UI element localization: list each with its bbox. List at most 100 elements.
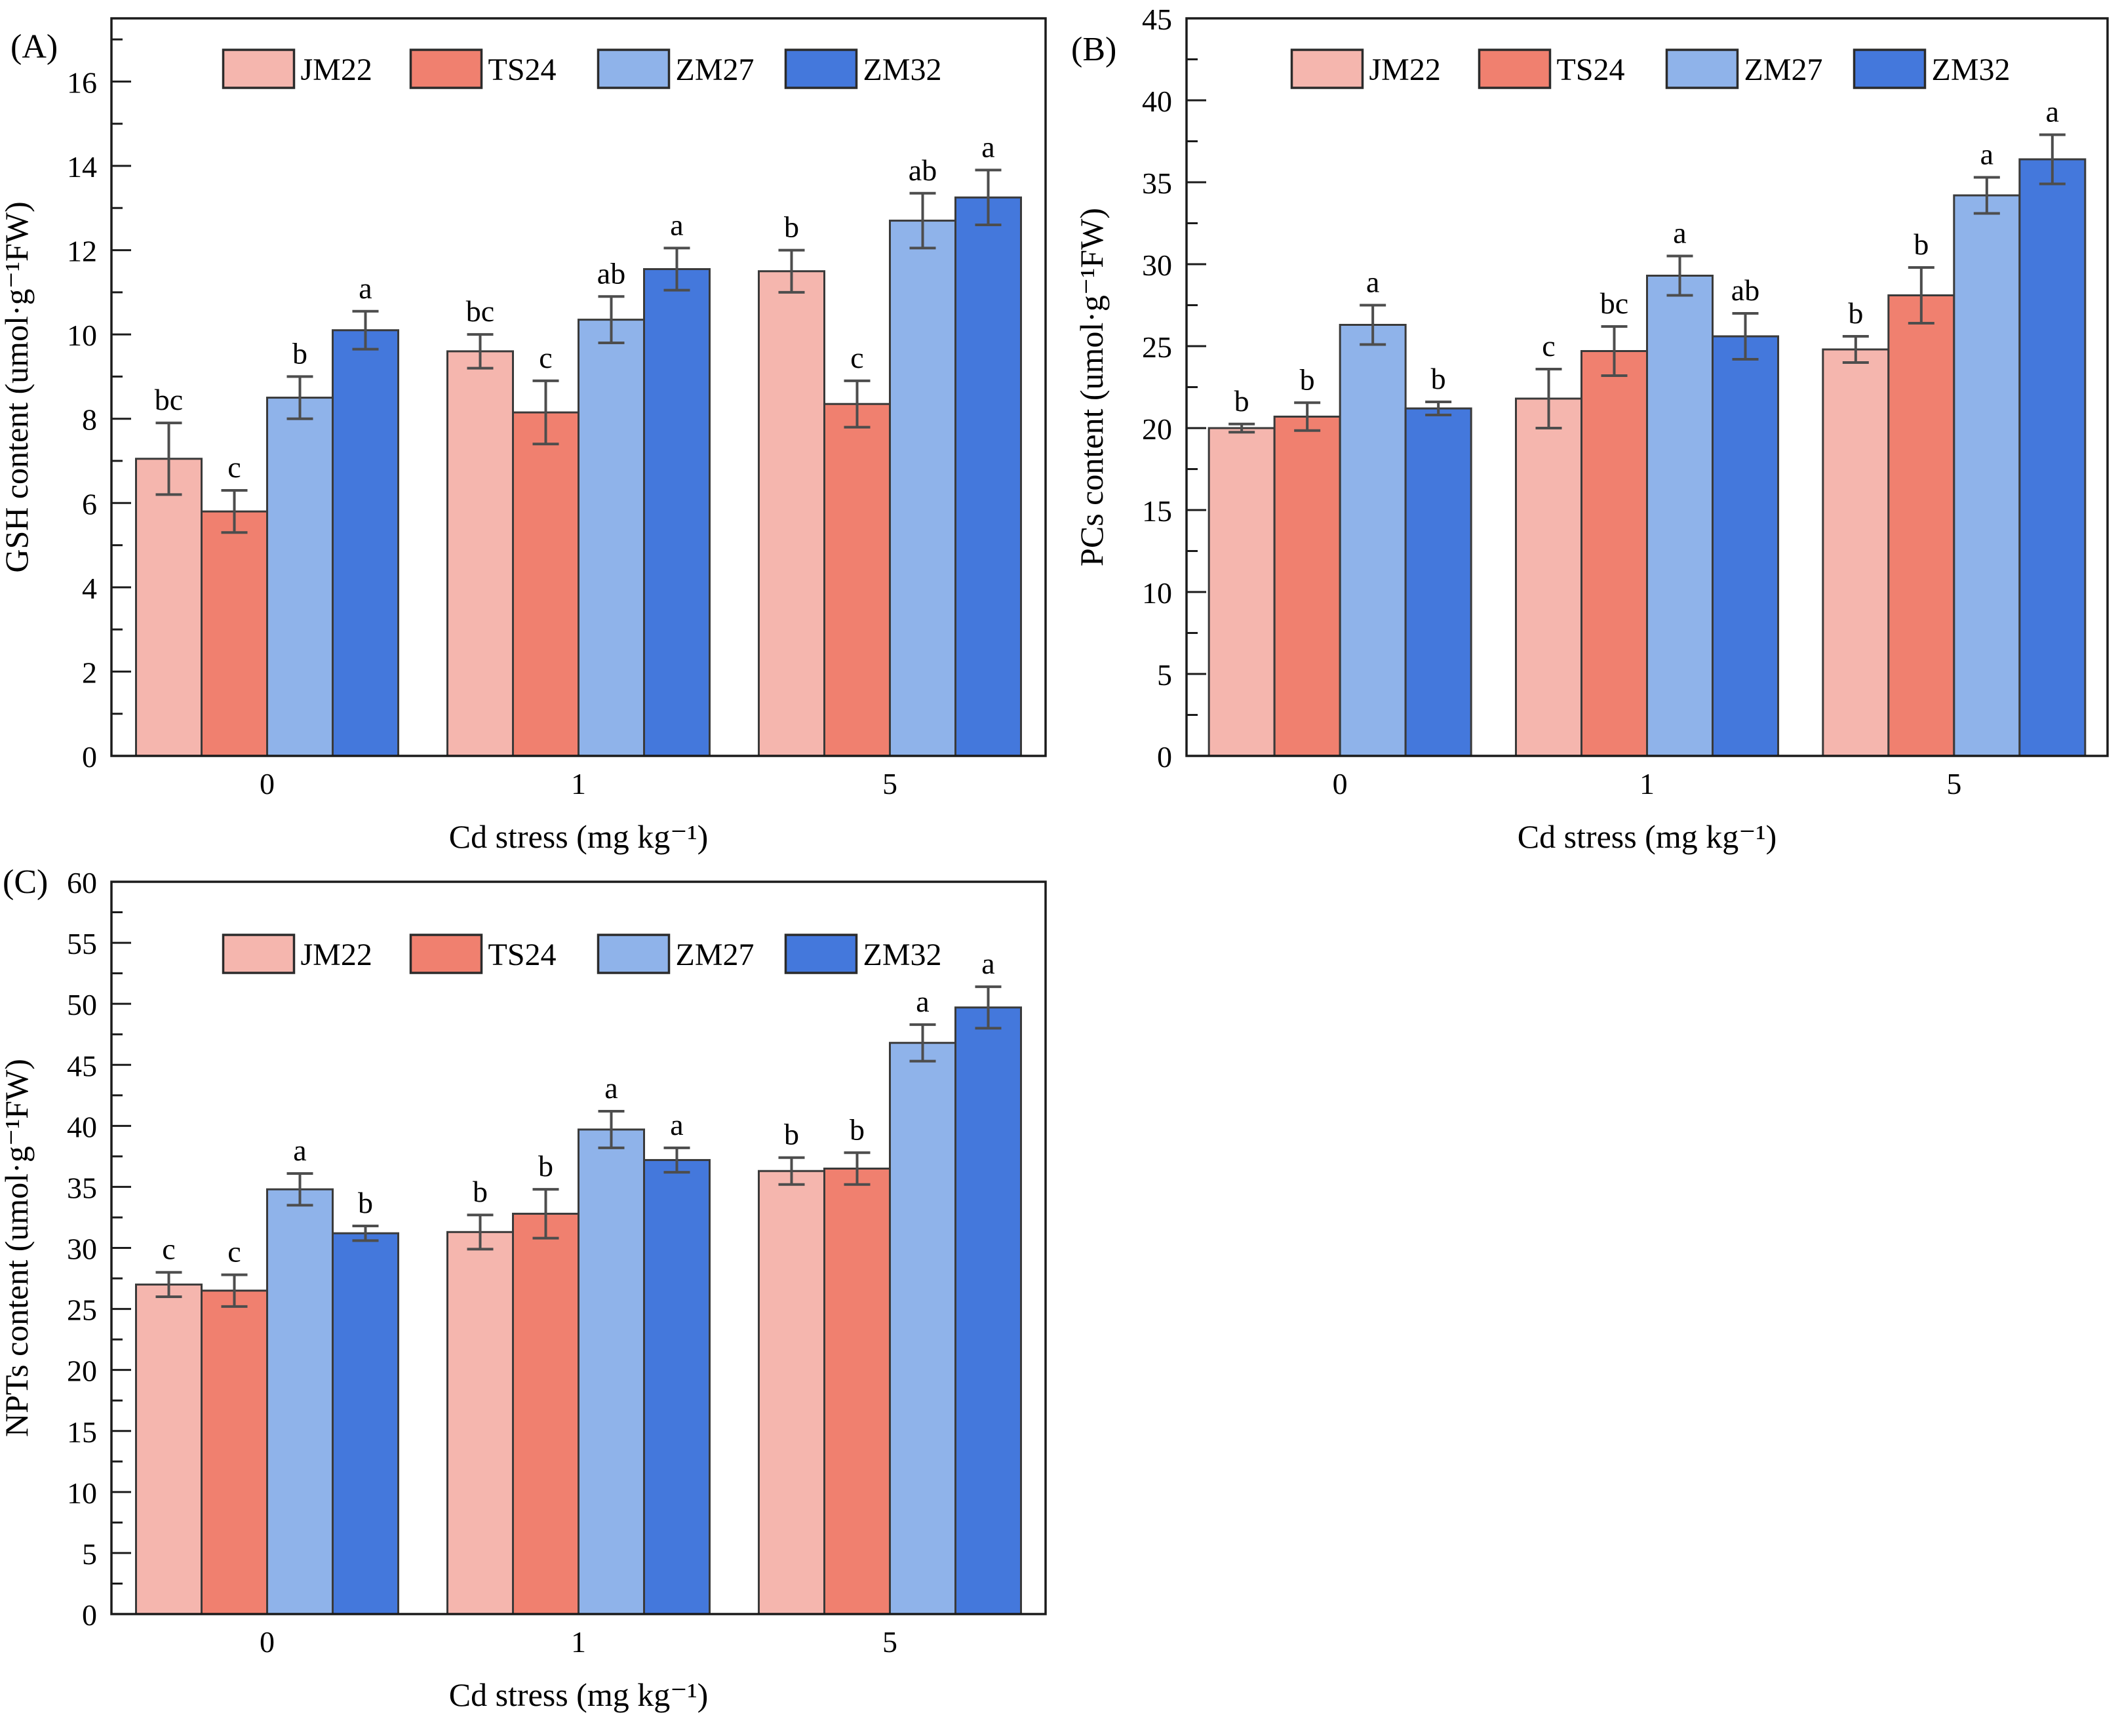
legend-item-JM22: JM22 — [222, 934, 372, 974]
error-bar — [532, 379, 559, 446]
y-tick-label: 8 — [82, 403, 97, 437]
plot-frame — [1185, 17, 2109, 757]
panel-label: (A) — [10, 28, 58, 66]
legend-label: JM22 — [301, 52, 372, 87]
y-tick-label: 10 — [1142, 576, 1172, 610]
bar-ZM32-0 — [1404, 407, 1472, 757]
bar-ZM32-1 — [643, 268, 711, 757]
sig-letter: a — [981, 947, 994, 980]
bar-TS24-5 — [823, 403, 891, 757]
y-tick-label: 55 — [67, 927, 97, 960]
sig-letter: b — [1300, 363, 1315, 396]
plot-frame — [110, 17, 1047, 757]
error-bar — [221, 489, 248, 534]
bar-ZM32-5 — [954, 1006, 1022, 1615]
y-tick-label: 45 — [67, 1049, 97, 1082]
sig-letter: b — [358, 1186, 373, 1219]
sig-letter: a — [1366, 266, 1379, 299]
legend-label: ZM32 — [863, 52, 942, 87]
legend-item-TS24: TS24 — [409, 934, 557, 974]
bar-TS24-0 — [201, 510, 268, 757]
legend-swatch-JM22 — [1290, 49, 1364, 89]
y-tick-label: 40 — [1142, 85, 1172, 118]
y-tick-label: 60 — [67, 866, 97, 899]
x-axis-title: Cd stress (mg kg⁻¹) — [449, 818, 709, 855]
bar-TS24-1 — [512, 411, 579, 757]
bar-ZM32-0 — [332, 1232, 399, 1615]
error-bar — [1842, 335, 1869, 364]
legend-item-TS24: TS24 — [409, 49, 557, 89]
legend-item-ZM27: ZM27 — [597, 49, 755, 89]
legend-label: ZM32 — [863, 937, 942, 972]
y-tick-label: 16 — [67, 66, 97, 99]
sig-letter: b — [538, 1149, 553, 1183]
legend-swatch-TS24 — [1478, 49, 1552, 89]
error-bar — [975, 985, 1002, 1030]
bar-ZM27-1 — [1646, 275, 1714, 757]
sig-letter: a — [1980, 138, 1993, 171]
bar-ZM32-5 — [954, 196, 1022, 757]
sig-letter: ab — [597, 256, 625, 290]
error-bar — [532, 1188, 559, 1240]
bar-JM22-1 — [446, 350, 514, 757]
legend-swatch-JM22 — [222, 49, 296, 89]
sig-letter: bc — [155, 383, 183, 416]
y-tick-label: 30 — [67, 1233, 97, 1266]
sig-letter: c — [227, 450, 241, 484]
error-bar — [352, 1224, 379, 1242]
sig-letter: b — [473, 1175, 488, 1208]
sig-letter: ab — [909, 153, 937, 187]
bar-ZM27-0 — [266, 397, 334, 757]
legend-swatch-ZM32 — [1853, 49, 1927, 89]
bar-JM22-0 — [135, 1283, 203, 1615]
legend-swatch-ZM32 — [784, 49, 858, 89]
legend-item-ZM27: ZM27 — [1665, 49, 1823, 89]
sig-letter: a — [604, 1071, 618, 1105]
bar-ZM27-0 — [266, 1188, 334, 1615]
x-axis-title: Cd stress (mg kg⁻¹) — [1518, 818, 1777, 855]
legend: JM22 TS24 ZM27 ZM32 — [222, 49, 942, 89]
bar-ZM27-5 — [889, 220, 956, 757]
y-axis-title: PCs content (umol·g⁻¹FW) — [1073, 208, 1110, 566]
bar-ZM27-0 — [1339, 324, 1407, 757]
y-tick-label: 2 — [82, 656, 97, 689]
sig-letter: c — [227, 1234, 241, 1268]
error-bar — [663, 247, 690, 292]
sig-letter: c — [1542, 329, 1555, 363]
x-axis-title: Cd stress (mg kg⁻¹) — [449, 1676, 709, 1713]
sig-letter: bc — [1600, 286, 1628, 320]
legend-label: TS24 — [488, 52, 557, 87]
bar-JM22-1 — [446, 1231, 514, 1615]
x-tick-label: 5 — [1946, 767, 1961, 800]
legend-swatch-JM22 — [222, 934, 296, 974]
y-tick-label: 20 — [67, 1354, 97, 1388]
error-bar — [778, 248, 805, 294]
error-bar — [1360, 304, 1386, 346]
y-tick-label: 45 — [1142, 3, 1172, 36]
y-tick-label: 10 — [67, 1476, 97, 1510]
error-bar — [467, 1213, 494, 1251]
error-bar — [221, 1273, 248, 1308]
error-bar — [352, 309, 379, 351]
legend-label: ZM27 — [676, 52, 755, 87]
x-tick-label: 0 — [260, 1625, 275, 1659]
bar-ZM32-1 — [643, 1158, 711, 1615]
x-tick-label: 5 — [882, 767, 897, 800]
legend: JM22 TS24 ZM27 ZM32 — [1290, 49, 2011, 89]
legend: JM22 TS24 ZM27 ZM32 — [222, 934, 942, 974]
sig-letter: a — [670, 208, 683, 241]
y-tick-label: 35 — [1142, 167, 1172, 200]
error-bar — [286, 1172, 313, 1207]
legend-item-ZM32: ZM32 — [784, 49, 942, 89]
y-tick-label: 5 — [82, 1537, 97, 1571]
bar-ZM32-5 — [2018, 158, 2087, 757]
error-bar — [1601, 325, 1628, 377]
sig-letter: a — [1673, 216, 1686, 250]
y-axis-title: GSH content (umol·g⁻¹FW) — [0, 201, 35, 572]
y-tick-label: 15 — [1142, 494, 1172, 528]
error-bar — [1425, 401, 1452, 416]
error-bar — [155, 422, 182, 496]
error-bar — [1732, 312, 1759, 361]
